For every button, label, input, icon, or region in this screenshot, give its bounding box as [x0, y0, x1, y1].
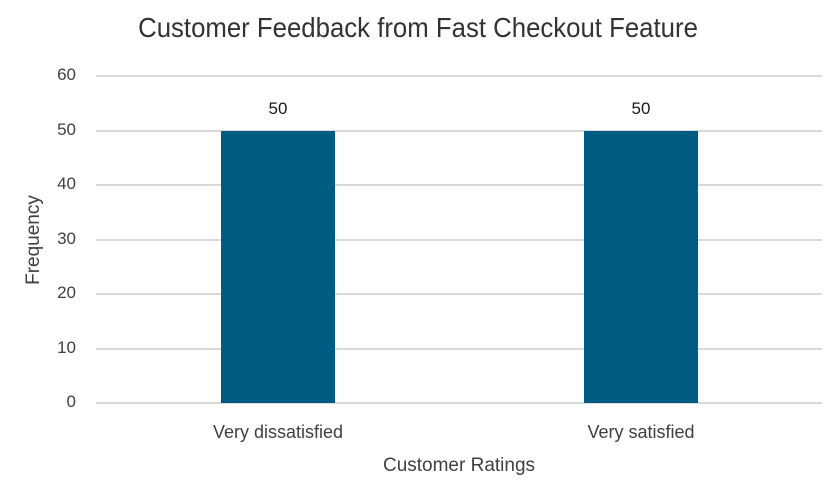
data-label: 50	[631, 99, 651, 118]
gridline	[96, 348, 822, 350]
x-tick-very-satisfied: Very satisfied	[587, 422, 695, 442]
x-axis-line	[96, 402, 822, 404]
x-axis-label: Customer Ratings	[382, 455, 536, 476]
bar-very-dissatisfied	[221, 131, 335, 403]
x-tick-very-dissatisfied: Very dissatisfied	[212, 422, 344, 442]
y-tick-20: 20	[57, 283, 76, 302]
y-tick-0: 0	[66, 392, 76, 411]
y-tick-30: 30	[57, 229, 76, 248]
gridline	[96, 130, 822, 132]
gridline	[96, 293, 822, 295]
y-tick-10: 10	[57, 338, 76, 357]
gridline	[96, 239, 822, 241]
gridline	[96, 75, 822, 77]
y-tick-50: 50	[57, 120, 76, 139]
plot-area: 50 50	[96, 75, 822, 404]
y-tick-60: 60	[57, 65, 76, 84]
y-tick-40: 40	[57, 174, 76, 193]
gridline	[96, 184, 822, 186]
bar-very-satisfied	[584, 131, 698, 403]
data-label: 50	[268, 99, 288, 118]
chart-title: Customer Feedback from Fast Checkout Fea…	[138, 12, 698, 43]
